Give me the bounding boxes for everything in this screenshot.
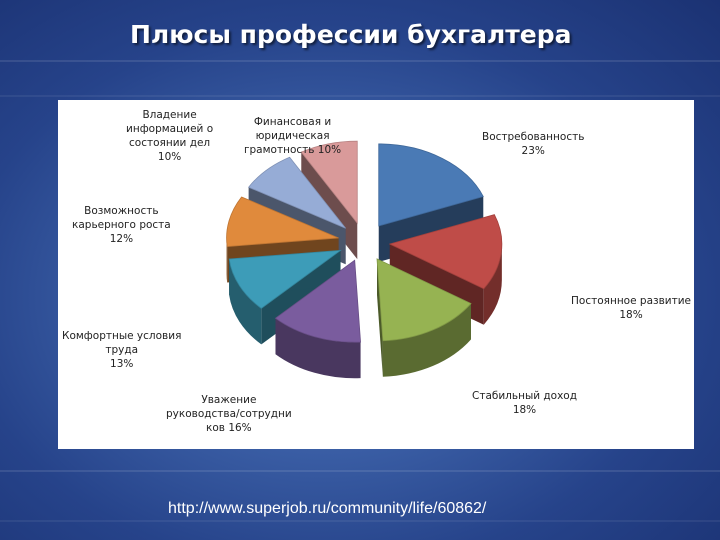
slice-постоянное-развитие — [388, 214, 503, 290]
slice-владение-информацией-о-состоянии-дел — [247, 156, 346, 229]
slice-label-comfort: Комфортные условия труда 13% — [62, 330, 182, 370]
slice-стабильный-доход — [376, 258, 472, 342]
slice-label-demand: Востребованность 23% — [482, 131, 585, 157]
slice-возможность-карьерного-роста — [226, 196, 339, 247]
slice-востребованность — [378, 143, 484, 227]
slice-label-respect: Уважение руководства/сотрудни ков 16% — [166, 394, 292, 434]
source-url: http://www.superjob.ru/community/life/60… — [168, 500, 487, 517]
slice-уважение-руководства-сотрудников — [274, 259, 361, 343]
pie-chart — [226, 140, 503, 379]
slice-комфортные-условия-труда — [228, 249, 342, 309]
slice-label-literacy: Финансовая и юридическая грамотность 10% — [244, 116, 342, 156]
slide-title: Плюсы профессии бухгалтера — [130, 20, 572, 49]
slice-label-stable-income: Стабильный доход 18% — [472, 390, 577, 416]
slice-label-career: Возможность карьерного роста 12% — [72, 205, 171, 245]
slice-label-information: Владение информацией о состоянии дел 10% — [126, 109, 214, 163]
slice-финансовая-и-юридическая-грамотность — [300, 140, 358, 225]
chart-panel: Востребованность 23% Постоянное развитие 1… — [58, 100, 694, 449]
slice-label-development: Постоянное развитие 18% — [571, 295, 691, 321]
